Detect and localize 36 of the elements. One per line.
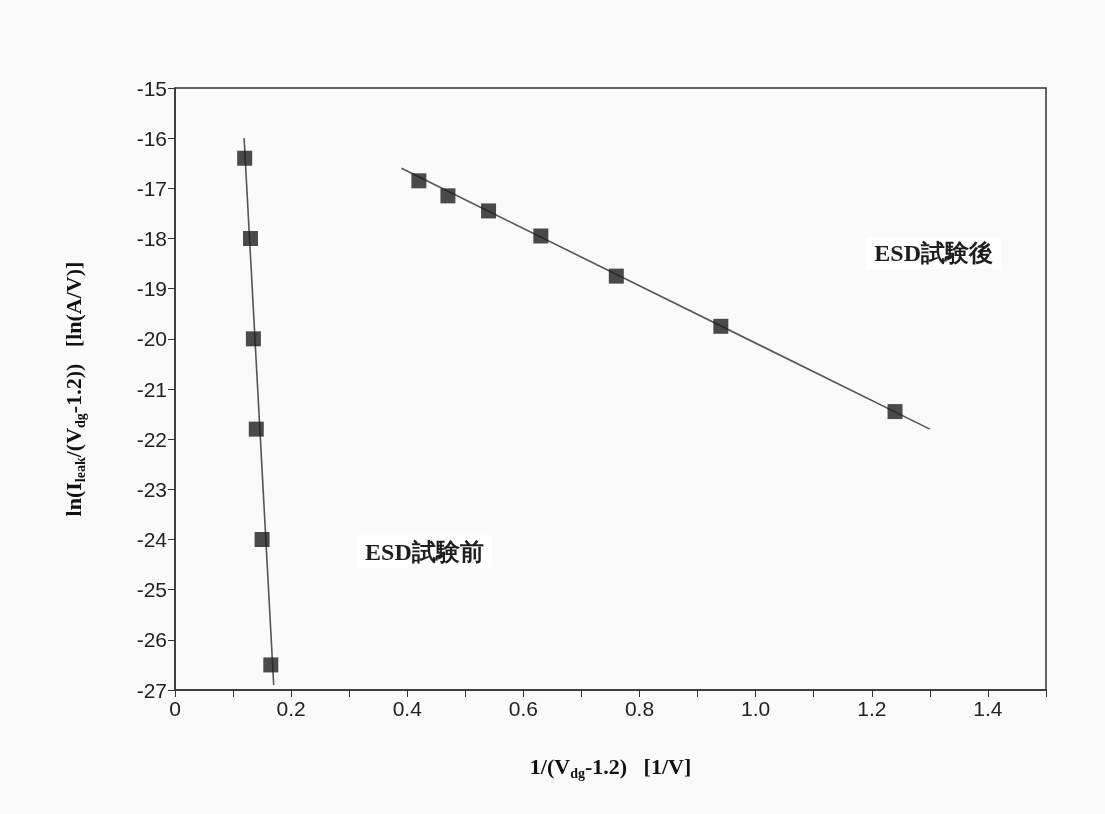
y-tick-label: -26 [136,628,167,652]
point [237,150,253,166]
x-tick-label: 0.8 [624,697,655,720]
y-tick-label: -20 [136,327,167,351]
point [245,331,261,347]
point [263,657,279,673]
point [254,532,270,547]
x-tick-label: 0.6 [508,697,538,720]
x-tick-label: 0.2 [276,697,306,720]
point [887,404,903,420]
y-tick-label: -17 [136,176,167,200]
x-tick-label: 0.4 [392,697,423,720]
x-tick-label: 1.4 [973,697,1003,720]
y-tick-label: -22 [136,427,167,451]
y-tick-label: -23 [136,477,167,501]
x-tick-label: 1.0 [741,697,771,720]
point [248,421,264,437]
point [242,231,258,246]
point [440,188,456,204]
y-tick-label: -19 [136,277,167,301]
text: ESD試験前 [365,538,484,565]
x-tick-label: 0 [169,697,181,720]
x-tick-label: 1.2 [857,697,887,720]
y-tick-label: -18 [136,227,167,250]
y-tick-label: -15 [136,76,167,100]
y-tick-label: -24 [136,528,168,551]
y-tick-label: -16 [136,126,167,150]
point [713,318,729,334]
y-tick-label: -27 [136,678,167,702]
text: ESD試験後 [874,240,993,267]
point [533,228,549,244]
point [411,173,427,189]
point [608,268,624,284]
y-tick-label: -21 [136,377,167,401]
point [481,203,497,219]
y-tick-label: -25 [136,578,167,602]
